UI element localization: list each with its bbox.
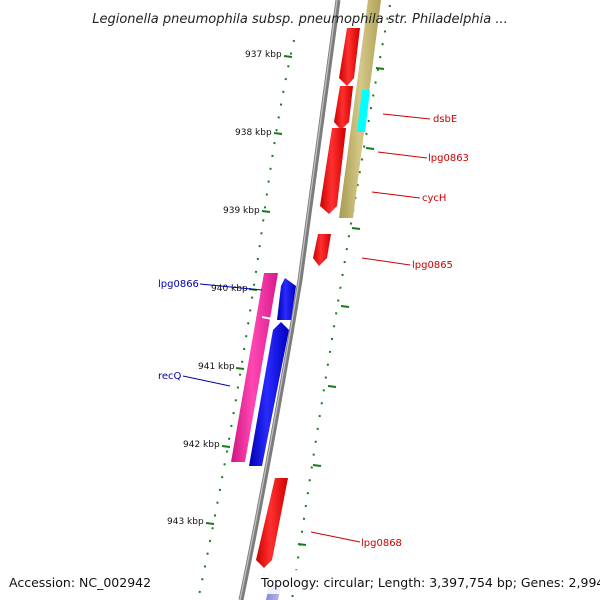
leader-line — [382, 113, 431, 120]
tick-mark — [283, 55, 293, 58]
orf-block-highlight — [357, 90, 370, 132]
gene-block-magenta — [231, 273, 278, 462]
tick-mark — [297, 543, 307, 546]
gene-label-lpg0866: lpg0866 — [158, 279, 199, 290]
gene-label-lpg0865: lpg0865 — [412, 260, 453, 271]
tick-mark — [365, 147, 375, 150]
leader-line — [310, 531, 361, 543]
tick-mark — [375, 67, 385, 70]
footer-accession: Accession: NC_002942 — [9, 575, 151, 590]
tick-labels: 937 kbp 938 kbp 939 kbp 940 kbp 941 kbp … — [167, 50, 282, 527]
tick-mark — [205, 522, 215, 525]
tick-label: 938 kbp — [235, 128, 272, 138]
gene-arrow-red — [320, 128, 346, 214]
tick-dotted-guides — [197, 4, 391, 600]
footer: Accession: NC_002942 Topology: circular;… — [9, 570, 600, 594]
tick-mark — [235, 367, 245, 370]
gene-label-lpg0863: lpg0863 — [428, 153, 469, 164]
tick-label: 937 kbp — [245, 50, 282, 60]
tick-mark — [221, 445, 231, 448]
gene-arrow-blue — [277, 278, 296, 320]
map-title: Legionella pneumophila subsp. pneumophil… — [92, 12, 508, 27]
tick-label: 943 kbp — [167, 517, 204, 527]
tick-mark — [340, 305, 350, 308]
tick-label: 940 kbp — [211, 284, 248, 294]
leader-line — [377, 151, 428, 159]
leader-line — [361, 257, 411, 266]
footer-topology: Topology: circular; Length: 3,397,754 bp… — [260, 575, 600, 590]
backbone-line — [238, 0, 341, 600]
gene-label-recq: recQ — [158, 371, 182, 382]
gene-divider — [261, 316, 273, 320]
outer-dotted-guide — [197, 39, 295, 600]
footer-topology-bg — [259, 570, 594, 594]
gene-label-lpg0868: lpg0868 — [361, 538, 402, 549]
label-leaders — [182, 113, 431, 543]
tick-mark — [312, 464, 322, 467]
leader-line — [182, 375, 231, 387]
gene-label-dsbe: dsbE — [433, 114, 457, 125]
gene-arrow-red — [339, 28, 360, 86]
tick-label: 941 kbp — [198, 362, 235, 372]
orf-track — [339, 0, 381, 218]
tick-mark — [327, 385, 337, 388]
gene-label-cych: cycH — [422, 193, 446, 204]
gene-arrow-red — [334, 86, 353, 130]
leader-line — [199, 283, 263, 291]
tick-label: 942 kbp — [183, 440, 220, 450]
backbone — [238, 0, 341, 600]
gene-arrow-red — [256, 478, 288, 568]
reverse-genes — [231, 273, 296, 600]
leader-line — [371, 191, 421, 199]
tick-mark — [351, 227, 361, 230]
gene-labels: dsbE lpg0863 cycH lpg0865 lpg0866 recQ l… — [158, 114, 469, 549]
tick-label: 939 kbp — [223, 206, 260, 216]
tick-mark — [261, 210, 271, 213]
backbone-highlight — [239, 0, 338, 600]
tick-mark — [273, 132, 283, 135]
forward-genes — [256, 28, 360, 568]
gene-arrow-red — [313, 234, 331, 266]
gene-arrow-blue — [249, 322, 289, 466]
tick-marks — [205, 55, 385, 546]
